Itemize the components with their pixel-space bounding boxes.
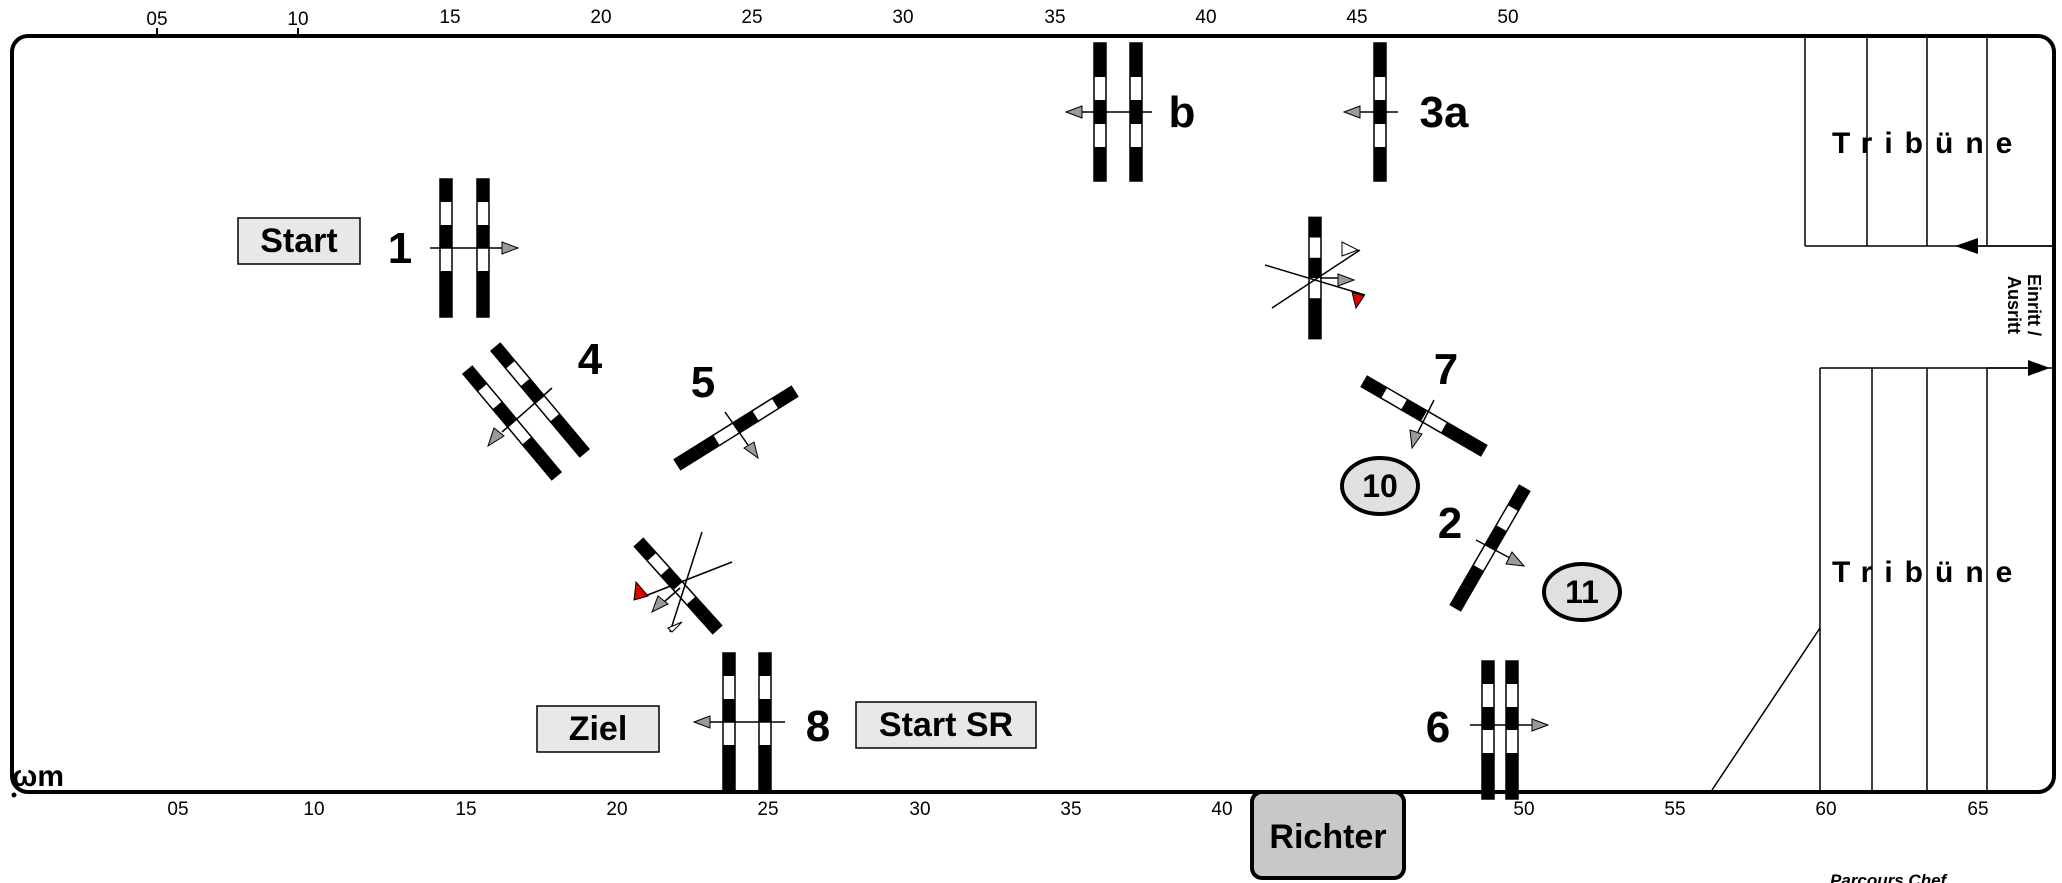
obstacle-3a: 3a (1342, 42, 1469, 182)
bottom-tick-label: 55 (1664, 799, 1685, 820)
direction-arrow-icon (692, 715, 711, 729)
entry-arrow-icon (1955, 238, 1978, 254)
white-flag-icon (1341, 241, 1360, 257)
obstacle-1: 1 (388, 178, 520, 318)
tribune-top: Tribüne (1804, 38, 2052, 247)
top-tick: 15 (439, 7, 460, 28)
tribune-top-label: Tribüne (1832, 127, 2024, 160)
bottom-tick-label: 25 (757, 799, 778, 820)
top-tick-label: 15 (439, 7, 460, 28)
bottom-tick-label: 05 (167, 799, 188, 820)
top-ruler: 05 10 15 20 25 30 35 40 45 50 (146, 7, 1519, 36)
richter-box: Richter (1250, 790, 1406, 880)
obstacle-2: 2 (1438, 484, 1531, 612)
obstacle-8: 8 (692, 652, 830, 792)
direction-arrow-icon (651, 595, 669, 614)
obstacle-vertical-flags-2 (633, 531, 733, 635)
bottom-tick-label: 10 (303, 799, 324, 820)
obstacle-number: b (1169, 88, 1196, 137)
obstacle-number: 8 (806, 702, 830, 751)
top-tick-label: 10 (287, 9, 308, 30)
obstacle-7: 7 (1360, 345, 1488, 457)
bottom-tick-label: 35 (1060, 799, 1081, 820)
top-tick-label: 05 (146, 9, 167, 30)
direction-arrow-icon (1505, 551, 1526, 567)
obstacle-number: 4 (578, 335, 603, 384)
top-tick: 40 (1195, 7, 1216, 28)
obstacle-number: 6 (1426, 703, 1450, 752)
circle-number: 10 (1362, 468, 1398, 504)
white-flag-icon (667, 621, 683, 633)
obstacle-number: 2 (1438, 499, 1462, 548)
ziel-label: Ziel (569, 710, 628, 748)
obstacle-number: 5 (691, 358, 715, 407)
top-tick-label: 45 (1346, 7, 1367, 28)
direction-arrow-icon (1409, 429, 1423, 450)
richter-label: Richter (1269, 818, 1386, 856)
red-flag-icon (633, 580, 649, 601)
red-flag-icon (1351, 291, 1365, 310)
exit-arrow-icon (2028, 360, 2050, 376)
direction-arrow-icon (1064, 105, 1083, 119)
top-tick: 35 (1044, 7, 1065, 28)
entry-exit: Einritt / Ausritt (1955, 238, 2052, 376)
bottom-tick-label: 65 (1967, 799, 1988, 820)
circle-11: 11 (1542, 562, 1622, 622)
top-tick-label: 30 (892, 7, 913, 28)
top-tick: 30 (892, 7, 913, 28)
start-box: Start (237, 217, 361, 265)
exit-label: Ausritt (2004, 276, 2024, 334)
top-tick: 20 (590, 7, 611, 28)
top-tick-label: 50 (1497, 7, 1518, 28)
top-tick-label: 20 (590, 7, 611, 28)
entry-label: Einritt / (2024, 274, 2044, 336)
bottom-tick-label: 40 (1211, 799, 1232, 820)
tribune-bottom-label: Tribüne (1832, 556, 2024, 589)
obstacle-6: 6 (1426, 660, 1550, 800)
direction-arrow-icon (1531, 718, 1550, 732)
top-tick: 25 (741, 7, 762, 28)
bottom-tick-label: 60 (1815, 799, 1836, 820)
direction-arrow-icon (743, 441, 759, 460)
start-sr-label: Start SR (879, 706, 1013, 744)
top-tick: 10 (287, 9, 309, 36)
start-label: Start (260, 222, 337, 260)
direction-arrow-icon (487, 427, 505, 448)
top-tick: 45 (1346, 7, 1367, 28)
circle-number: 11 (1565, 574, 1599, 610)
obstacle-number: 7 (1434, 345, 1458, 394)
bottom-ruler: 05 10 15 20 25 30 35 40 45 50 55 60 65 (167, 799, 1988, 820)
obstacle-b: b (1064, 42, 1196, 182)
start-sr-box: Start SR (855, 701, 1037, 749)
direction-arrow-icon (501, 241, 520, 255)
bottom-tick-label: 30 (909, 799, 930, 820)
top-tick-label: 35 (1044, 7, 1065, 28)
top-tick: 50 (1497, 7, 1518, 28)
top-tick-label: 40 (1195, 7, 1216, 28)
bottom-tick-label: 20 (606, 799, 627, 820)
arena-border (10, 34, 2056, 794)
bottom-tick-label: 50 (1513, 799, 1534, 820)
direction-arrow-icon (1342, 105, 1361, 119)
obstacle-number: 1 (388, 224, 412, 273)
bottom-tick-label: 15 (455, 799, 476, 820)
top-tick-label: 25 (741, 7, 762, 28)
scale-dot (11, 792, 17, 798)
scale-mark: ωm (12, 760, 64, 793)
obstacle-vertical-flags (1264, 216, 1366, 340)
top-tick: 05 (146, 9, 168, 36)
credit-text: Parcours Chef (1830, 871, 1949, 883)
obstacle-5: 5 (673, 358, 799, 471)
obstacle-4: 4 (462, 335, 603, 481)
tribune-bottom: Tribüne (1711, 367, 2052, 791)
ziel-box: Ziel (536, 705, 660, 753)
circle-10: 10 (1340, 456, 1420, 516)
obstacle-number: 3a (1420, 88, 1469, 137)
direction-arrow-icon (1337, 273, 1356, 287)
